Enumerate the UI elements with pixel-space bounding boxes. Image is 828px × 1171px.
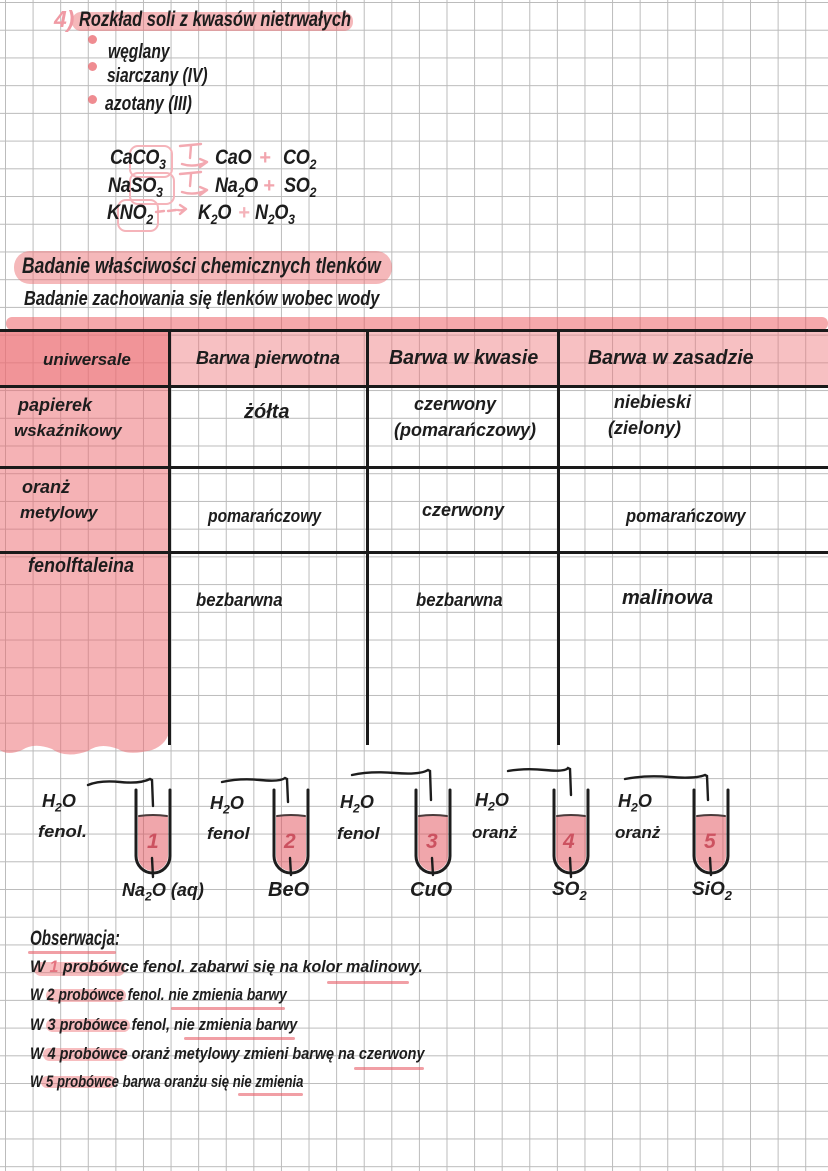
svg-text:1: 1: [147, 830, 159, 853]
svg-text:2: 2: [283, 830, 296, 853]
svg-text:3: 3: [426, 830, 438, 853]
svg-text:5: 5: [704, 830, 716, 853]
svg-text:4: 4: [562, 830, 575, 853]
